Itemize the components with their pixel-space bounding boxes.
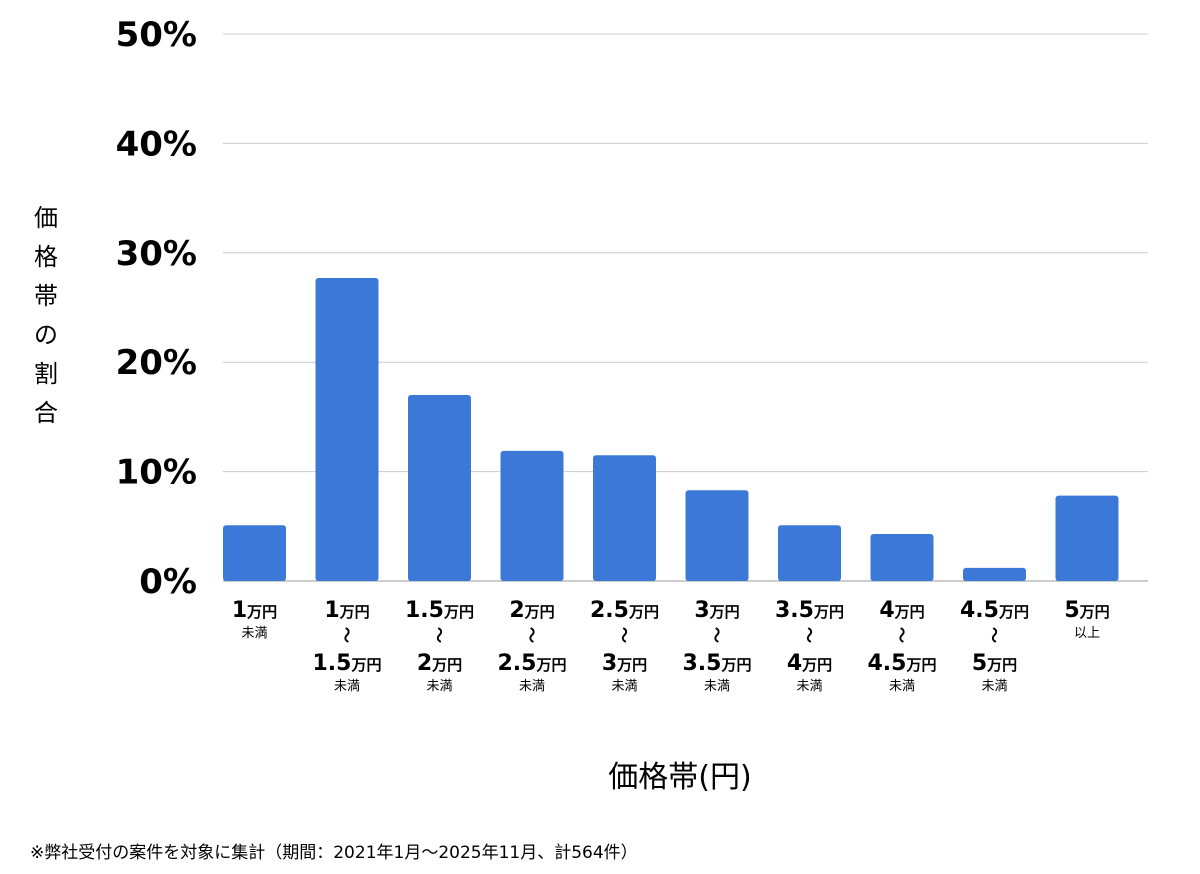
x-axis-label: 価格帯(円) bbox=[608, 760, 751, 795]
bar bbox=[593, 455, 656, 581]
y-axis-label-text: 価格帯の割合 bbox=[34, 204, 58, 427]
bar bbox=[963, 567, 1026, 581]
bar bbox=[408, 395, 471, 581]
x-tick-label: 2万円 bbox=[417, 651, 462, 676]
x-tick-label: 3.5万円 bbox=[775, 598, 844, 623]
x-tick-range-mark: 〜 bbox=[800, 627, 819, 643]
x-tick-range-mark: 〜 bbox=[707, 627, 726, 643]
x-tick-range-mark: 〜 bbox=[985, 627, 1004, 643]
x-tick-suffix: 未満 bbox=[241, 626, 267, 641]
x-tick-label: 3万円 bbox=[694, 598, 739, 623]
x-tick-suffix: 未満 bbox=[611, 679, 637, 694]
y-tick-label: 50% bbox=[116, 15, 197, 55]
x-tick-suffix: 以上 bbox=[1074, 626, 1100, 641]
x-tick-label: 1.5万円 bbox=[313, 651, 382, 676]
y-tick-label: 20% bbox=[116, 343, 197, 383]
y-tick-label: 40% bbox=[116, 124, 197, 164]
x-tick-label: 4万円 bbox=[879, 598, 924, 623]
bars bbox=[223, 277, 1119, 581]
x-tick-label: 2.5万円 bbox=[590, 598, 659, 623]
bar bbox=[870, 533, 934, 581]
x-tick-suffix: 未満 bbox=[704, 679, 730, 694]
x-tick-range-mark: 〜 bbox=[522, 627, 541, 643]
x-tick-range-mark: 〜 bbox=[892, 627, 911, 643]
y-tick-label: 30% bbox=[116, 234, 197, 274]
x-tick-suffix: 未満 bbox=[426, 679, 452, 694]
bar bbox=[778, 525, 841, 581]
bar bbox=[223, 525, 286, 581]
x-tick-label: 4.5万円 bbox=[960, 598, 1029, 623]
x-tick-label: 2万円 bbox=[509, 598, 554, 623]
x-tick-suffix: 未満 bbox=[981, 679, 1007, 694]
y-axis-ticks: 0% 10% 20% 30% 40% 50% bbox=[116, 15, 197, 602]
x-tick-suffix: 未満 bbox=[796, 679, 822, 694]
x-tick-label: 1.5万円 bbox=[405, 598, 474, 623]
x-tick-label: 5万円 bbox=[1064, 598, 1109, 623]
x-tick-label: 2.5万円 bbox=[498, 651, 567, 676]
x-tick-label: 1万円 bbox=[324, 598, 369, 623]
x-tick-suffix: 未満 bbox=[519, 679, 545, 694]
x-tick-label: 3万円 bbox=[602, 651, 647, 676]
y-tick-label: 10% bbox=[116, 453, 197, 493]
bar bbox=[315, 277, 379, 581]
x-tick-range-mark: 〜 bbox=[337, 627, 356, 643]
x-tick-label: 4.5万円 bbox=[868, 651, 937, 676]
x-axis-ticks: 1万円未満1万円〜1.5万円未満1.5万円〜2万円未満2万円〜2.5万円未満2.… bbox=[232, 598, 1110, 694]
x-tick-label: 4万円 bbox=[787, 651, 832, 676]
bar bbox=[685, 490, 749, 581]
x-tick-label: 3.5万円 bbox=[683, 651, 752, 676]
x-tick-suffix: 未満 bbox=[889, 679, 915, 694]
y-tick-label: 0% bbox=[139, 562, 197, 602]
bar bbox=[500, 450, 564, 581]
x-tick-range-mark: 〜 bbox=[430, 627, 449, 643]
x-tick-label: 5万円 bbox=[972, 651, 1017, 676]
x-tick-suffix: 未満 bbox=[334, 679, 360, 694]
y-axis-label: 価格帯の割合 bbox=[34, 204, 58, 427]
footnote: ※弊社受付の案件を対象に集計（期間：2021年1月〜2025年11月、計564件… bbox=[30, 843, 638, 863]
x-tick-label: 1万円 bbox=[232, 598, 277, 623]
x-tick-range-mark: 〜 bbox=[615, 627, 634, 643]
bar bbox=[1055, 495, 1119, 581]
